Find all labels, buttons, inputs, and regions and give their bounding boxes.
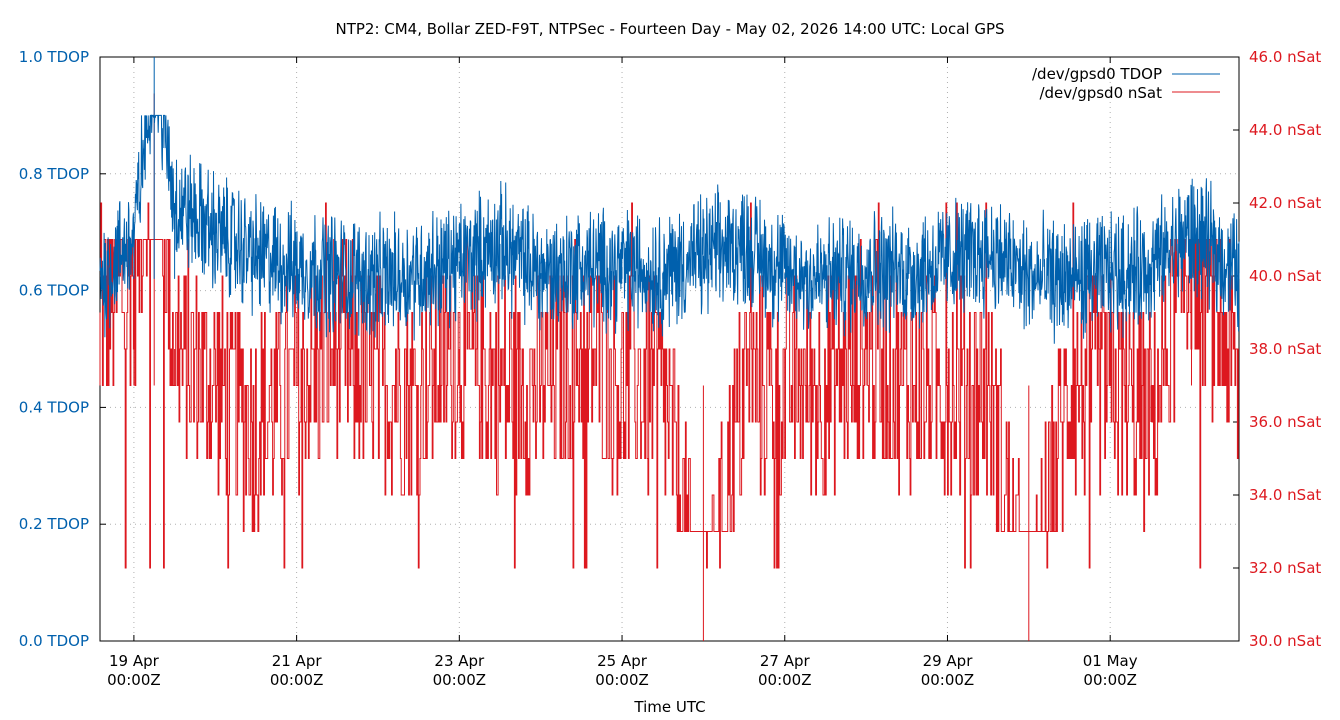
- y-right-axis: 30.0 nSat 32.0 nSat 34.0 nSat 36.0 nSat 38.0…: [1249, 48, 1321, 650]
- y-right-tick-label: 30.0 nSat: [1249, 632, 1321, 650]
- y-left-axis: 0.0 TDOP 0.2 TDOP 0.4 TDOP 0.6 TDOP 0.8 TDOP…: [19, 48, 89, 650]
- x-tick-label-time: 00:00Z: [270, 671, 324, 689]
- y-right-tick-label: 34.0 nSat: [1249, 486, 1321, 504]
- x-tick-label-date: 23 Apr: [434, 652, 485, 670]
- x-tick-label-time: 00:00Z: [107, 671, 161, 689]
- x-tick-label-date: 21 Apr: [272, 652, 323, 670]
- series-layer: [99, 57, 1240, 641]
- y-left-tick-label: 0.0 TDOP: [19, 632, 89, 650]
- x-tick-label-date: 01 May: [1083, 652, 1138, 670]
- y-right-tick-label: 32.0 nSat: [1249, 559, 1321, 577]
- series-line-tdop: [99, 57, 1240, 344]
- x-tick-label-time: 00:00Z: [433, 671, 487, 689]
- x-tick-label-time: 00:00Z: [921, 671, 975, 689]
- legend-label-tdop: /dev/gpsd0 TDOP: [1032, 65, 1162, 83]
- x-tick-label-date: 27 Apr: [760, 652, 811, 670]
- y-left-tick-label: 0.2 TDOP: [19, 515, 89, 533]
- y-left-tick-label: 1.0 TDOP: [19, 48, 89, 66]
- y-left-tick-label: 0.8 TDOP: [19, 165, 89, 183]
- x-tick-label-date: 29 Apr: [923, 652, 974, 670]
- legend-label-nsat: /dev/gpsd0 nSat: [1039, 84, 1162, 102]
- y-right-tick-label: 36.0 nSat: [1249, 413, 1321, 431]
- series-line-nsat: [99, 93, 1239, 641]
- y-left-tick-label: 0.4 TDOP: [19, 398, 89, 416]
- y-left-tick-label: 0.6 TDOP: [19, 282, 89, 300]
- x-tick-label-date: 25 Apr: [597, 652, 648, 670]
- chart-title: NTP2: CM4, Bollar ZED-F9T, NTPSec - Four…: [335, 20, 1004, 38]
- y-right-tick-label: 42.0 nSat: [1249, 194, 1321, 212]
- x-axis-label: Time UTC: [633, 698, 705, 716]
- y-right-tick-label: 46.0 nSat: [1249, 48, 1321, 66]
- y-right-tick-label: 38.0 nSat: [1249, 340, 1321, 358]
- y-right-tick-label: 40.0 nSat: [1249, 267, 1321, 285]
- x-tick-label-time: 00:00Z: [758, 671, 812, 689]
- x-tick-label-time: 00:00Z: [595, 671, 649, 689]
- x-tick-label-time: 00:00Z: [1083, 671, 1137, 689]
- y-right-tick-label: 44.0 nSat: [1249, 121, 1321, 139]
- legend: /dev/gpsd0 TDOP /dev/gpsd0 nSat: [1032, 65, 1220, 102]
- x-tick-label-date: 19 Apr: [109, 652, 160, 670]
